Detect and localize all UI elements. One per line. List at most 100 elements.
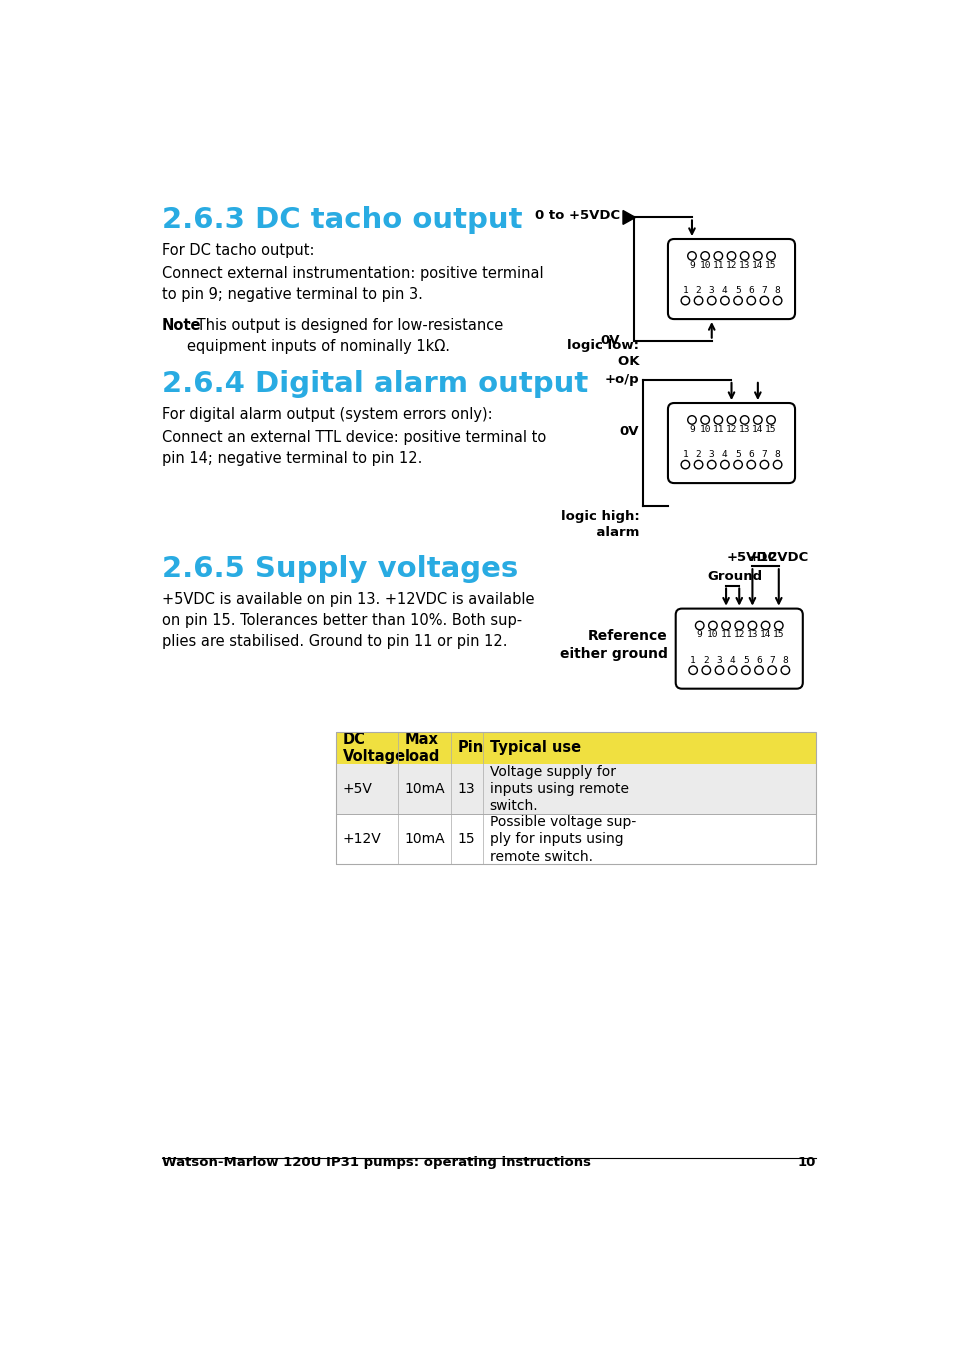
Polygon shape [622, 211, 635, 224]
Text: 11: 11 [712, 425, 723, 433]
Circle shape [740, 251, 748, 261]
Text: 7: 7 [768, 656, 774, 664]
Text: Pin: Pin [456, 740, 483, 756]
Text: +5VDC: +5VDC [726, 551, 778, 564]
Text: 11: 11 [712, 261, 723, 270]
Text: 2.6.4 Digital alarm output: 2.6.4 Digital alarm output [162, 370, 587, 398]
Text: 8: 8 [781, 656, 787, 664]
Text: Ground: Ground [707, 570, 762, 583]
Text: 12: 12 [733, 630, 744, 640]
Text: 12: 12 [725, 425, 737, 433]
Text: Reference
either ground: Reference either ground [559, 629, 667, 662]
Circle shape [687, 251, 696, 261]
Text: 15: 15 [456, 832, 475, 846]
Circle shape [721, 621, 730, 630]
Circle shape [774, 621, 782, 630]
Circle shape [767, 666, 776, 675]
Text: 11: 11 [720, 630, 731, 640]
Circle shape [726, 251, 735, 261]
Circle shape [720, 460, 728, 468]
Circle shape [708, 621, 717, 630]
Text: 15: 15 [772, 630, 783, 640]
Circle shape [753, 251, 761, 261]
Text: +12V: +12V [342, 832, 381, 846]
Circle shape [747, 621, 756, 630]
Text: 1: 1 [681, 450, 687, 459]
Text: logic high:
       alarm: logic high: alarm [560, 510, 639, 539]
Circle shape [740, 416, 748, 424]
Text: logic low:
        OK: logic low: OK [567, 339, 639, 369]
Text: 13: 13 [456, 782, 475, 796]
Text: 6: 6 [747, 450, 754, 459]
Text: 9: 9 [696, 630, 701, 640]
Text: 3: 3 [708, 286, 714, 296]
Text: 1: 1 [681, 286, 687, 296]
Text: 10: 10 [699, 425, 710, 433]
Circle shape [753, 416, 761, 424]
Circle shape [687, 416, 696, 424]
Circle shape [680, 297, 689, 305]
Text: 13: 13 [739, 261, 750, 270]
Text: 7: 7 [760, 450, 766, 459]
Circle shape [694, 460, 702, 468]
Text: 2.6.5 Supply voltages: 2.6.5 Supply voltages [162, 555, 517, 583]
Text: 10: 10 [797, 1156, 815, 1169]
Text: 3: 3 [708, 450, 714, 459]
Text: For DC tacho output:: For DC tacho output: [162, 243, 314, 258]
Text: 2: 2 [695, 286, 700, 296]
Circle shape [720, 297, 728, 305]
Text: 7: 7 [760, 286, 766, 296]
Text: 9: 9 [688, 425, 694, 433]
Text: +o/p: +o/p [604, 374, 639, 386]
Text: 4: 4 [729, 656, 735, 664]
Text: 5: 5 [735, 286, 740, 296]
Text: Possible voltage sup-
ply for inputs using
remote switch.: Possible voltage sup- ply for inputs usi… [489, 815, 636, 864]
Text: 9: 9 [688, 261, 694, 270]
Text: 10mA: 10mA [404, 782, 445, 796]
Circle shape [760, 621, 769, 630]
Text: 14: 14 [759, 630, 771, 640]
Text: 13: 13 [746, 630, 758, 640]
Circle shape [707, 460, 716, 468]
Text: +5V: +5V [342, 782, 372, 796]
Circle shape [680, 460, 689, 468]
Text: Max
load: Max load [404, 732, 439, 764]
Text: 6: 6 [747, 286, 754, 296]
Text: 5: 5 [742, 656, 748, 664]
Circle shape [773, 460, 781, 468]
Circle shape [760, 460, 768, 468]
Circle shape [733, 297, 741, 305]
FancyBboxPatch shape [667, 404, 794, 483]
Text: +12VDC: +12VDC [748, 551, 808, 564]
Circle shape [700, 416, 709, 424]
Text: 3: 3 [716, 656, 721, 664]
Text: Typical use: Typical use [489, 740, 580, 756]
Circle shape [726, 416, 735, 424]
Bar [335, 764, 815, 814]
Bar [335, 732, 815, 864]
Circle shape [701, 666, 710, 675]
Text: 2: 2 [702, 656, 708, 664]
Text: 8: 8 [774, 286, 780, 296]
Text: 10mA: 10mA [404, 832, 445, 846]
Circle shape [746, 297, 755, 305]
Circle shape [728, 666, 736, 675]
Bar [335, 732, 815, 764]
Text: 4: 4 [721, 450, 727, 459]
Circle shape [781, 666, 789, 675]
FancyBboxPatch shape [675, 609, 802, 688]
Text: 10: 10 [699, 261, 710, 270]
Circle shape [713, 251, 721, 261]
Circle shape [707, 297, 716, 305]
FancyBboxPatch shape [667, 239, 794, 319]
Text: +5VDC is available on pin 13. +12VDC is available
on pin 15. Tolerances better t: +5VDC is available on pin 13. +12VDC is … [162, 591, 534, 648]
Text: 12: 12 [725, 261, 737, 270]
Circle shape [733, 460, 741, 468]
Text: : This output is designed for low-resistance
equipment inputs of nominally 1kΩ.: : This output is designed for low-resist… [187, 317, 502, 354]
Text: Watson-Marlow 120U IP31 pumps: operating instructions: Watson-Marlow 120U IP31 pumps: operating… [162, 1156, 590, 1169]
Text: 8: 8 [774, 450, 780, 459]
Circle shape [766, 251, 775, 261]
Text: 2.6.3 DC tacho output: 2.6.3 DC tacho output [162, 207, 522, 234]
Circle shape [713, 416, 721, 424]
Text: 14: 14 [751, 425, 762, 433]
